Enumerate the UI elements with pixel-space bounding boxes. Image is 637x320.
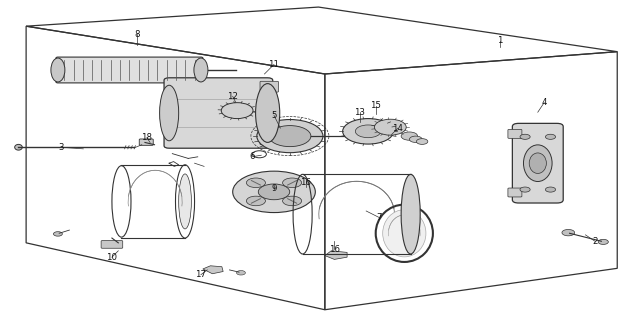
Text: 17: 17 [196, 270, 206, 279]
Text: 11: 11 [269, 60, 280, 69]
Ellipse shape [51, 58, 65, 82]
Text: 5: 5 [271, 111, 276, 120]
Circle shape [410, 136, 422, 142]
Text: 3: 3 [59, 143, 64, 152]
Text: 1: 1 [497, 36, 503, 45]
FancyBboxPatch shape [260, 134, 278, 145]
Ellipse shape [529, 153, 547, 173]
Text: 13: 13 [354, 108, 365, 117]
FancyBboxPatch shape [101, 241, 123, 248]
Circle shape [236, 270, 245, 275]
Text: 7: 7 [376, 213, 382, 222]
Circle shape [283, 196, 302, 206]
Circle shape [259, 184, 290, 200]
Ellipse shape [160, 85, 178, 141]
Ellipse shape [194, 58, 208, 82]
FancyBboxPatch shape [512, 123, 563, 203]
Circle shape [247, 178, 266, 188]
FancyBboxPatch shape [508, 188, 522, 197]
Circle shape [54, 232, 62, 236]
Text: 2: 2 [592, 237, 598, 246]
Ellipse shape [255, 84, 280, 142]
FancyBboxPatch shape [260, 81, 278, 92]
Text: 12: 12 [227, 92, 238, 101]
Text: 4: 4 [541, 98, 547, 107]
Circle shape [417, 139, 428, 144]
Ellipse shape [524, 145, 552, 181]
Ellipse shape [383, 210, 426, 257]
Text: 9: 9 [271, 184, 276, 193]
Circle shape [355, 125, 381, 138]
Circle shape [221, 103, 253, 119]
FancyBboxPatch shape [140, 139, 154, 145]
Circle shape [545, 187, 555, 192]
Circle shape [545, 134, 555, 139]
Text: 18: 18 [141, 133, 152, 142]
FancyBboxPatch shape [508, 129, 522, 138]
Text: 16: 16 [329, 245, 340, 254]
Circle shape [562, 229, 575, 236]
Circle shape [283, 178, 302, 188]
Circle shape [520, 187, 530, 192]
Text: 10: 10 [106, 253, 117, 262]
Polygon shape [325, 251, 347, 260]
Text: 6: 6 [249, 152, 255, 161]
Circle shape [375, 119, 406, 135]
Circle shape [257, 120, 323, 153]
FancyBboxPatch shape [56, 57, 203, 83]
Circle shape [269, 125, 311, 147]
Circle shape [343, 119, 394, 144]
Text: 15: 15 [370, 101, 381, 110]
Circle shape [520, 134, 530, 139]
Circle shape [598, 239, 608, 244]
Circle shape [247, 196, 266, 206]
Ellipse shape [178, 174, 191, 229]
Ellipse shape [401, 174, 420, 254]
Text: 8: 8 [134, 30, 140, 39]
Ellipse shape [15, 144, 22, 150]
Text: 14: 14 [392, 124, 403, 132]
Polygon shape [203, 266, 223, 274]
Text: 16: 16 [300, 178, 311, 187]
FancyBboxPatch shape [164, 78, 273, 148]
Circle shape [233, 171, 315, 212]
Circle shape [401, 132, 418, 140]
